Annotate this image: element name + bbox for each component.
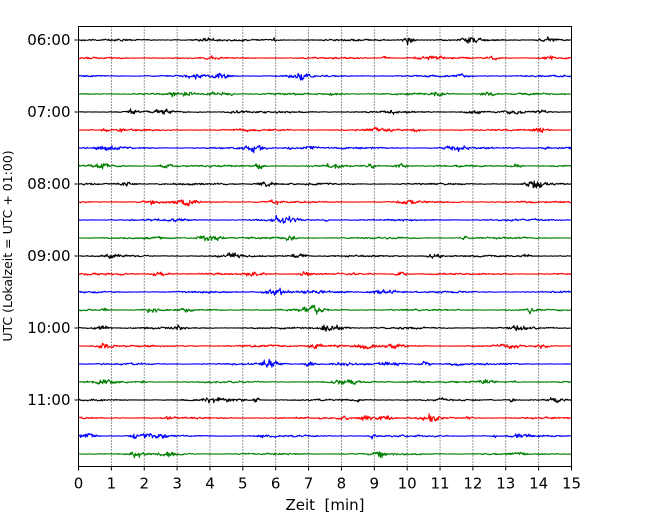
- seismic-trace: [78, 214, 572, 224]
- seismic-trace: [78, 432, 572, 440]
- x-tick-label: 10: [398, 475, 417, 493]
- seismic-trace: [78, 397, 572, 404]
- x-tick-label: 7: [304, 475, 314, 493]
- grid-layer: [110, 26, 540, 467]
- x-tick-label: 0: [74, 475, 84, 493]
- x-tick-label: 11: [430, 475, 449, 493]
- seismic-trace: [78, 342, 572, 350]
- y-tick-label: 11:00: [27, 391, 70, 409]
- seismic-trace: [78, 180, 572, 189]
- seismic-trace: [78, 72, 572, 81]
- x-tick-label: 12: [463, 475, 482, 493]
- seismic-trace: [78, 324, 572, 332]
- y-tick-label: 07:00: [27, 103, 70, 121]
- x-tick-label: 15: [562, 475, 581, 493]
- seismic-trace: [78, 126, 572, 134]
- y-tick-label: 08:00: [27, 175, 70, 193]
- y-tick-label: 09:00: [27, 247, 70, 265]
- seismic-trace: [78, 271, 572, 277]
- x-tick-label: 4: [205, 475, 215, 493]
- x-tick-label: 5: [238, 475, 248, 493]
- seismic-trace: [78, 235, 572, 242]
- x-axis: 0 1 2 3 4 5 6 7 8 9 10 11 12 13 14 15: [74, 466, 581, 493]
- x-tick-label: 13: [496, 475, 515, 493]
- x-tick-label: 3: [172, 475, 182, 493]
- seismic-trace: [78, 36, 572, 46]
- y-axis: 06:00 07:00 08:00 09:00 10:00 11:00: [27, 31, 79, 409]
- seismic-trace: [78, 413, 572, 423]
- seismic-trace: [78, 287, 572, 296]
- x-tick-label: 9: [370, 475, 380, 493]
- seismic-trace: [78, 162, 572, 170]
- x-tick-label: 2: [139, 475, 149, 493]
- y-tick-label: 10:00: [27, 319, 70, 337]
- seismic-trace: [78, 55, 572, 61]
- seismic-trace: [78, 91, 572, 98]
- x-tick-label: 14: [529, 475, 548, 493]
- seismic-trace: [78, 358, 572, 368]
- seismic-trace: [78, 108, 572, 115]
- trace-layer: [78, 36, 573, 459]
- y-tick-label: 06:00: [27, 31, 70, 49]
- seismic-trace: [78, 451, 572, 459]
- seismic-trace: [78, 304, 572, 315]
- seismic-trace: [78, 252, 572, 259]
- seismic-trace: [78, 199, 572, 207]
- x-tick-label: 1: [107, 475, 117, 493]
- x-axis-title: Zeit [min]: [285, 496, 364, 514]
- seismic-trace: [78, 144, 573, 154]
- y-axis-title: UTC (Lokalzeit = UTC + 01:00): [0, 150, 15, 341]
- x-tick-label: 6: [271, 475, 281, 493]
- plot-frame: [78, 26, 572, 467]
- seismic-trace: [78, 379, 572, 386]
- x-tick-label: 8: [337, 475, 347, 493]
